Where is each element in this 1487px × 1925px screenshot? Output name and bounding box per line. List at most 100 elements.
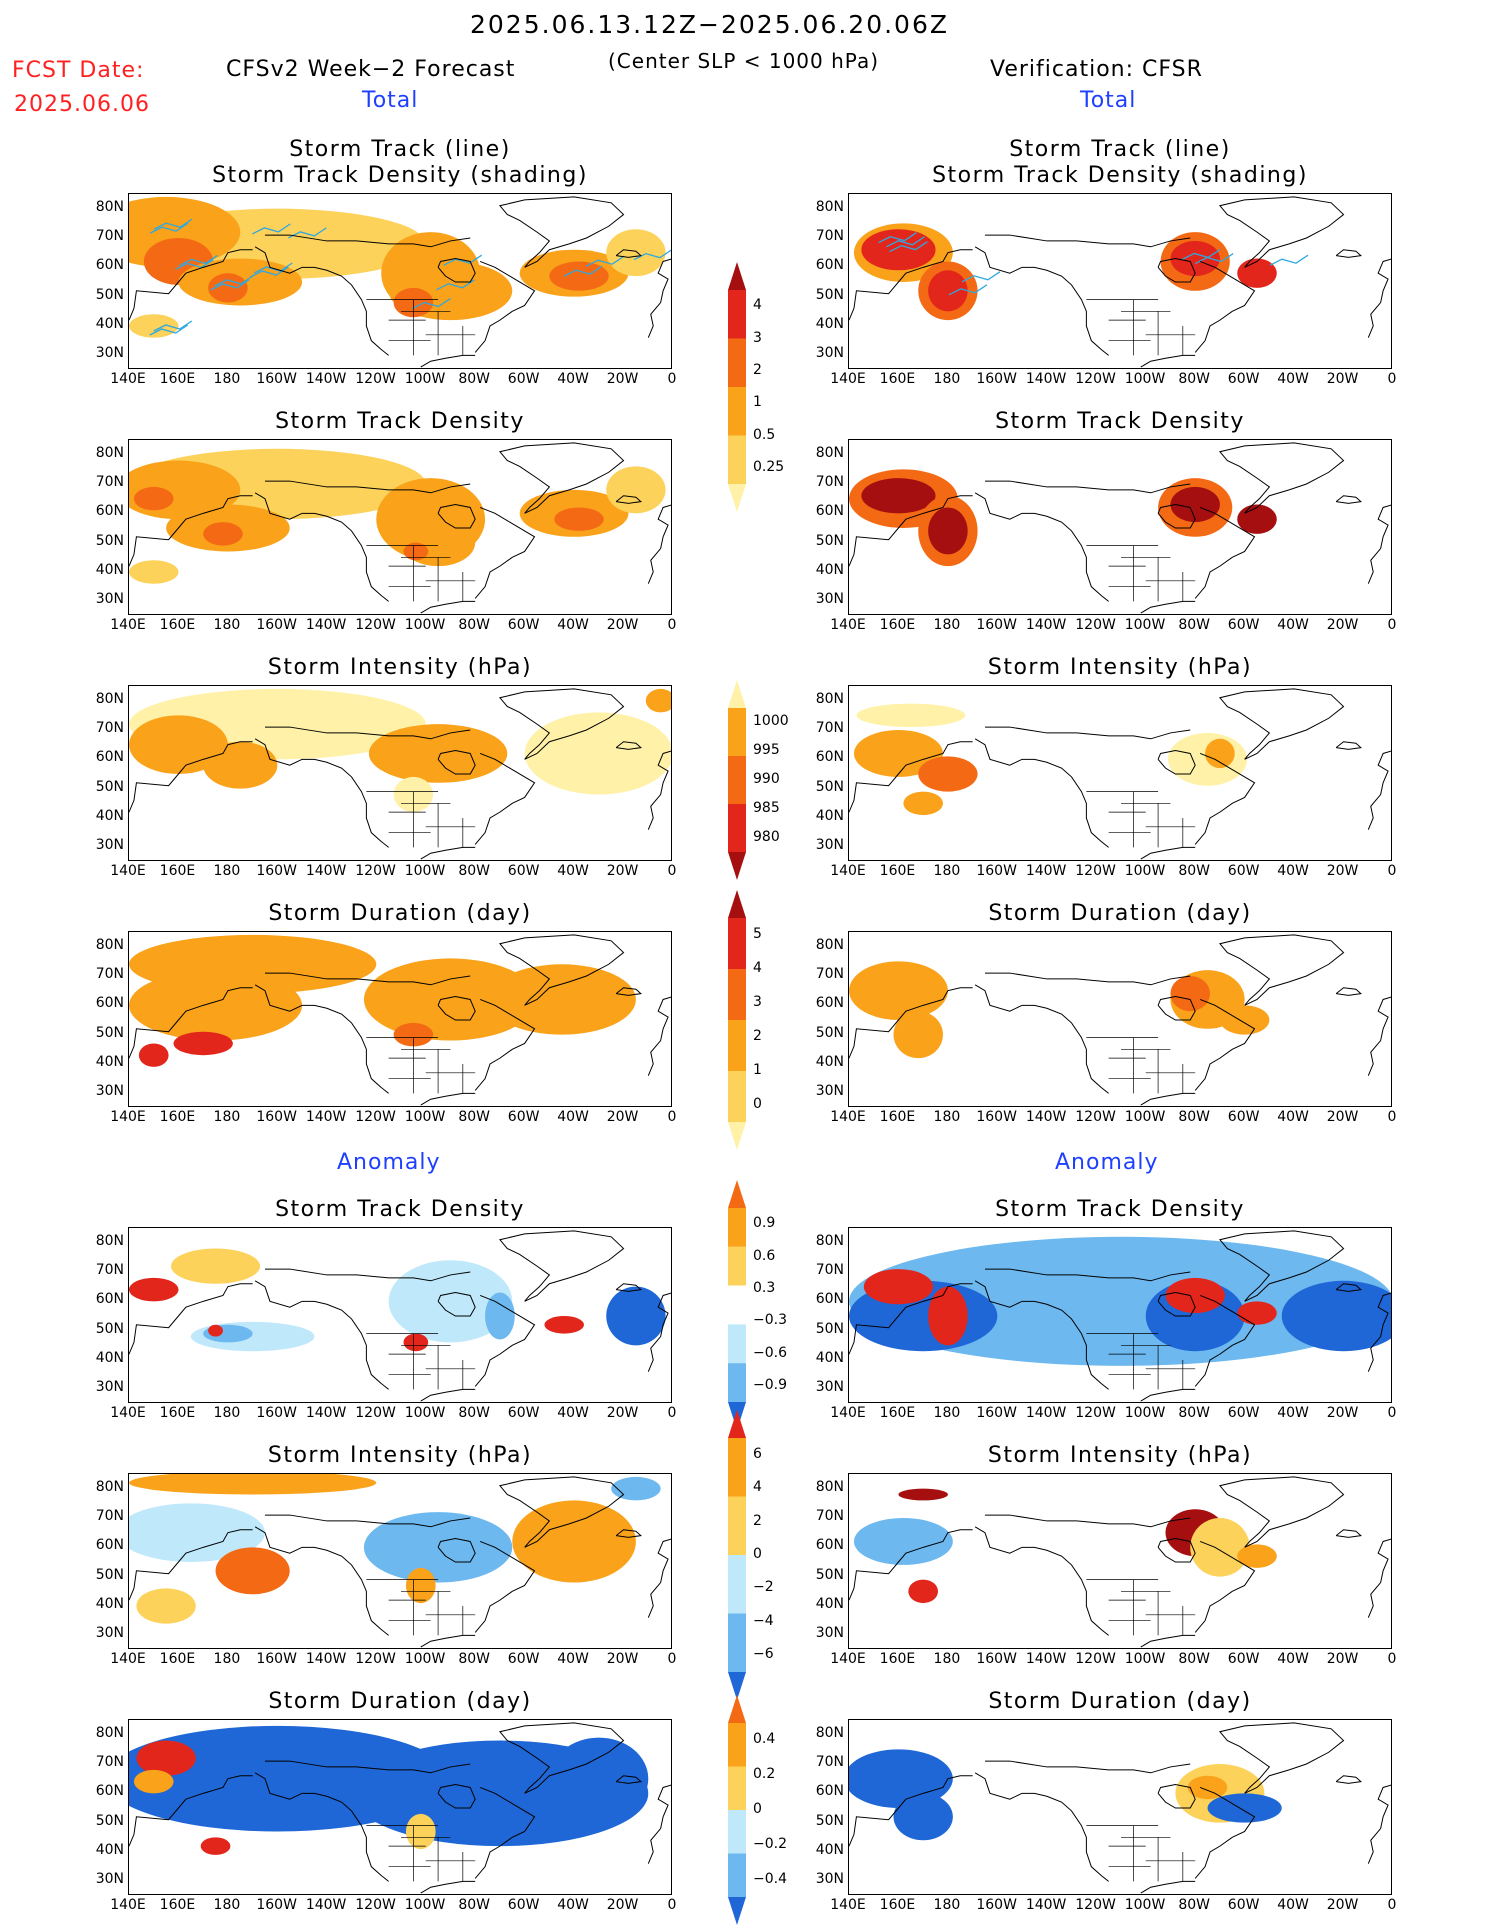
lon-tick-label: 0: [667, 1405, 677, 1421]
lon-tick-label: 20W: [606, 1109, 639, 1125]
lon-tick-label: 60W: [507, 617, 540, 633]
lon-tick-label: 80W: [458, 863, 490, 879]
colorbar-swatch: [728, 290, 746, 339]
colorbar-label: 2: [753, 1028, 762, 1044]
shaded-region: [1170, 486, 1220, 523]
lat-tick-label: 70N: [815, 228, 844, 244]
colorbar-top-arrow: [728, 262, 746, 290]
colorbar-top-arrow: [728, 1695, 746, 1723]
coastline: [1194, 261, 1256, 353]
lat-tick-label: 40N: [95, 1596, 124, 1612]
lon-tick-label: 140W: [1025, 1109, 1067, 1125]
storm-track-line: [1269, 254, 1309, 266]
shaded-region: [1205, 738, 1235, 769]
lon-tick-label: 20W: [1326, 371, 1359, 387]
lon-tick-label: 140E: [110, 617, 146, 633]
coastline: [129, 495, 253, 567]
lat-tick-label: 50N: [95, 532, 124, 549]
colorbar-swatch: [728, 1810, 746, 1854]
panel-title: Storm Track Density: [275, 1197, 525, 1222]
lon-tick-label: 80W: [458, 617, 490, 633]
lon-tick-label: 160E: [159, 1897, 196, 1913]
lon-tick-label: 0: [667, 1897, 677, 1913]
lon-tick-label: 40W: [557, 617, 589, 633]
lon-tick-label: 160W: [976, 371, 1017, 387]
lon-tick-label: 140E: [110, 1109, 146, 1125]
map-panel: [848, 931, 1392, 1107]
shaded-region: [853, 1518, 953, 1565]
shaded-region: [849, 1749, 953, 1808]
panel-title: Storm Track Density: [995, 409, 1245, 434]
coastline: [1335, 987, 1362, 996]
shaded-region: [368, 724, 508, 783]
lon-tick-label: 60W: [1227, 617, 1260, 633]
lon-tick-label: 160W: [976, 1651, 1017, 1667]
shaded-region: [863, 1269, 934, 1305]
shaded-region: [1237, 504, 1277, 534]
coastline: [437, 1538, 476, 1563]
shaded-region: [928, 507, 968, 555]
lon-tick-label: 100W: [1124, 617, 1166, 633]
shaded-region: [129, 1503, 265, 1562]
lon-tick-label: 100W: [1124, 371, 1166, 387]
lon-tick-label: 40W: [1277, 863, 1309, 879]
lon-tick-label: 180: [933, 1651, 961, 1667]
lon-tick-label: 160W: [976, 1109, 1017, 1125]
lon-tick-label: 40W: [1277, 1109, 1309, 1125]
colorbar-swatch: [728, 969, 746, 1020]
map-panel: [848, 685, 1392, 861]
coastline: [615, 1283, 642, 1292]
shaded-region: [173, 1031, 233, 1056]
coastline: [974, 246, 1109, 356]
lat-tick-label: 50N: [815, 778, 844, 795]
colorbar-label: 1000: [753, 713, 789, 730]
coastline: [474, 1787, 536, 1879]
coastline: [129, 741, 253, 813]
shaded-region: [1187, 1775, 1228, 1800]
coastline: [420, 600, 476, 614]
shaded-region: [136, 1588, 196, 1624]
lat-tick-label: 80N: [815, 1724, 844, 1741]
lon-tick-label: 60W: [1227, 1651, 1260, 1667]
panel-title: Storm Intensity (hPa): [267, 1443, 533, 1468]
lat-tick-label: 60N: [815, 995, 844, 1012]
lat-tick-label: 60N: [815, 749, 844, 766]
lon-tick-label: 40W: [1277, 1897, 1309, 1913]
coastline: [254, 492, 389, 602]
storm-track-line: [252, 223, 291, 235]
lon-tick-label: 60W: [1227, 371, 1260, 387]
lon-tick-label: 20W: [1326, 1405, 1359, 1421]
colorbar-swatch: [728, 1285, 746, 1325]
coastline: [1367, 504, 1391, 584]
map-panel: [128, 931, 672, 1107]
coastline: [420, 846, 476, 860]
lat-tick-label: 60N: [815, 1783, 844, 1800]
shaded-region: [171, 1248, 261, 1284]
shaded-region: [849, 961, 948, 1020]
lon-tick-label: 140W: [305, 1109, 347, 1125]
lon-tick-label: 40W: [557, 863, 589, 879]
lon-tick-label: 180: [933, 1405, 961, 1421]
colorbar-bottom-arrow: [728, 1672, 746, 1700]
colorbar-swatch: [728, 1853, 746, 1897]
colorbar-top-arrow: [728, 1410, 746, 1438]
coastline: [985, 480, 1191, 494]
coastline: [985, 1760, 1191, 1774]
lon-tick-label: 180: [213, 617, 241, 633]
lat-tick-label: 50N: [815, 1812, 844, 1829]
shaded-region: [606, 1286, 666, 1346]
lon-tick-label: 100W: [404, 371, 446, 387]
lat-tick-label: 30N: [95, 1379, 124, 1396]
lon-tick-label: 140W: [1025, 1405, 1067, 1421]
colorbar-swatch: [728, 435, 746, 484]
colorbar-swatch: [728, 1613, 746, 1672]
lon-tick-label: 0: [667, 1651, 677, 1667]
coastline: [1219, 196, 1345, 268]
lon-tick-label: 80W: [458, 1109, 490, 1125]
shaded-region: [1237, 1301, 1277, 1325]
shaded-region: [898, 1488, 948, 1501]
lat-tick-label: 70N: [815, 720, 844, 736]
colorbar-label: 4: [753, 297, 762, 314]
coastline: [254, 984, 389, 1094]
lat-tick-label: 70N: [95, 720, 124, 736]
